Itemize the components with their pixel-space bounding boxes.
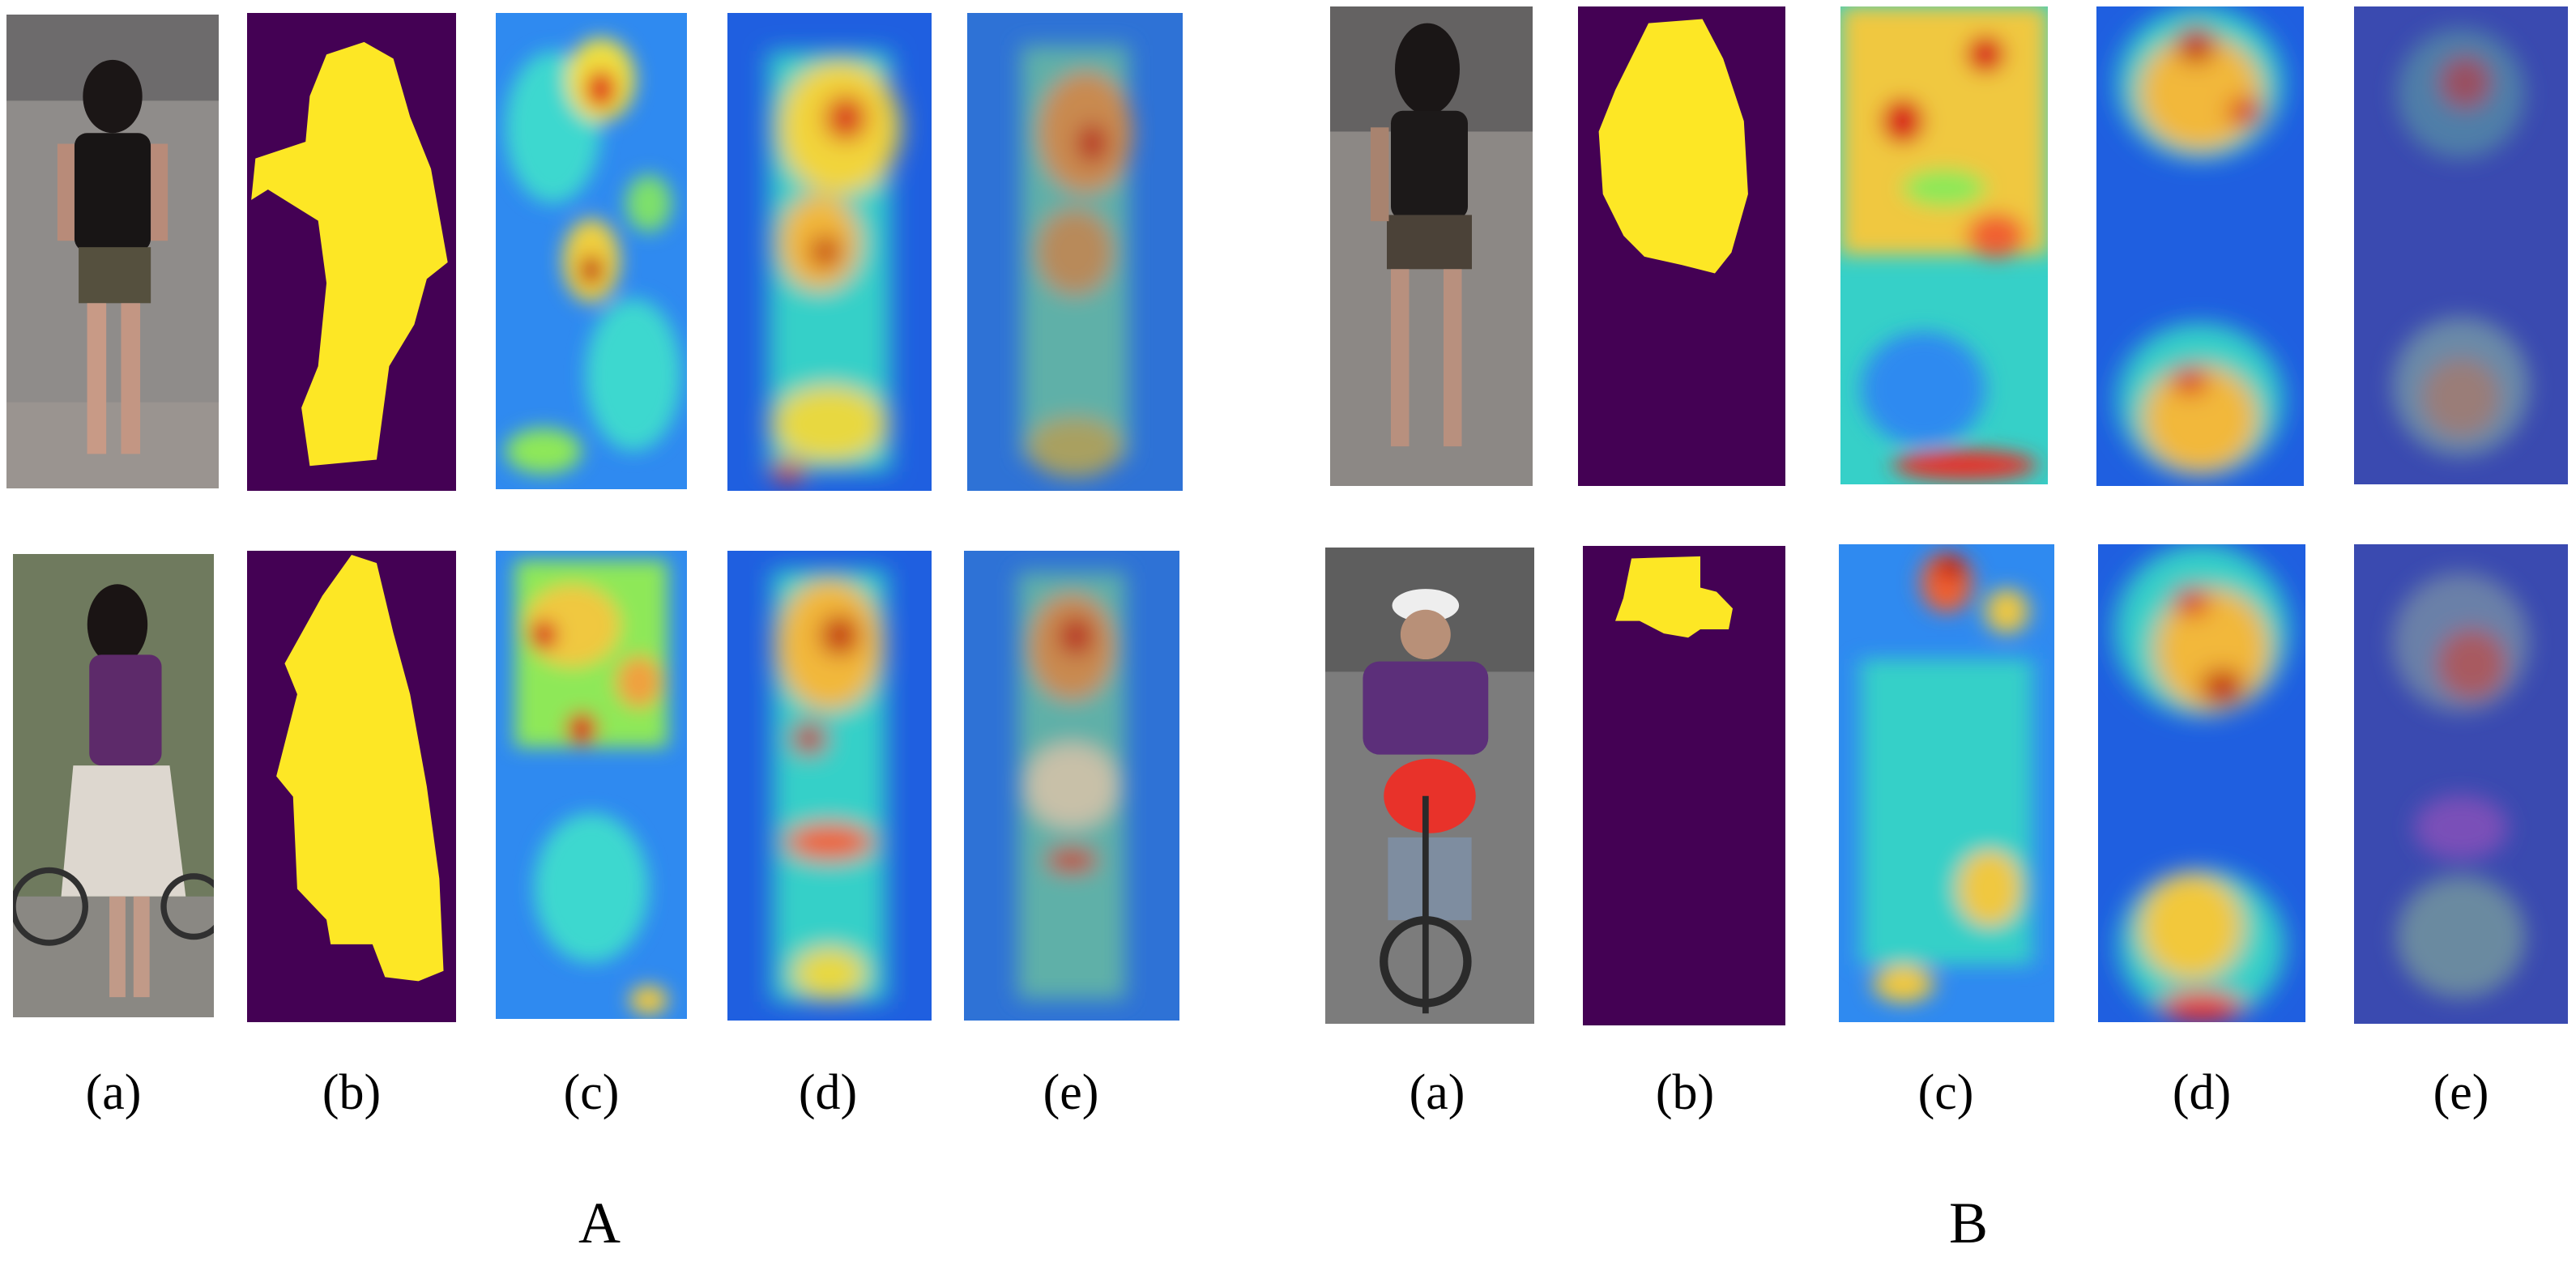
group-a-row2-photo — [13, 554, 214, 1017]
group-a-row2-mask — [247, 551, 456, 1022]
group-a-row1-overlay-e — [967, 13, 1183, 491]
group-a-row2-heatmap-c — [496, 551, 687, 1019]
group-b-row1-mask — [1578, 6, 1785, 486]
group-b-row1-photo — [1330, 6, 1533, 486]
group-b-label-b: (b) — [1655, 1065, 1715, 1120]
group-b-row1-overlay-e — [2354, 6, 2568, 484]
group-b-row2-mask — [1583, 546, 1785, 1025]
group-b-row2-heatmap-d — [2098, 544, 2305, 1022]
group-b-label-c: (c) — [1917, 1065, 1974, 1120]
group-b-title: B — [1948, 1191, 1989, 1255]
group-a-row1-heatmap-c — [496, 13, 687, 489]
group-a-label-b: (b) — [322, 1065, 382, 1120]
group-a-row2-heatmap-d — [727, 551, 932, 1021]
group-b-label-d: (d) — [2172, 1065, 2232, 1120]
group-a-row1-mask — [247, 13, 456, 491]
group-b-label-a: (a) — [1409, 1065, 1465, 1120]
group-b-label-e: (e) — [2433, 1065, 2489, 1120]
group-a-row2-overlay-e — [964, 551, 1179, 1021]
group-a-label-d: (d) — [798, 1065, 858, 1120]
group-a-row1-heatmap-d — [727, 13, 932, 491]
group-b-row2-heatmap-c — [1839, 544, 2054, 1022]
group-a-label-c: (c) — [563, 1065, 620, 1120]
group-a-title: A — [578, 1191, 621, 1255]
group-b-row2-photo — [1325, 548, 1534, 1024]
group-b-row2-overlay-e — [2354, 544, 2568, 1024]
group-b-row1-heatmap-d — [2096, 6, 2304, 486]
group-a-label-e: (e) — [1043, 1065, 1099, 1120]
group-a-label-a: (a) — [85, 1065, 142, 1120]
group-b-row1-heatmap-c — [1840, 6, 2048, 484]
group-a-row1-photo — [6, 15, 219, 488]
